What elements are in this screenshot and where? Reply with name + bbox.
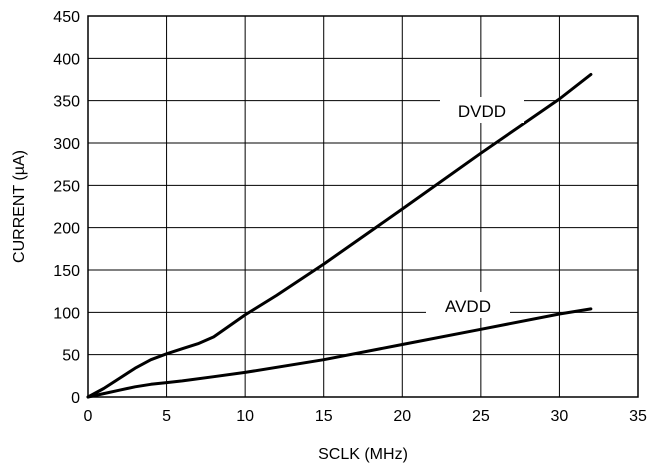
series-line-dvdd [86, 72, 593, 399]
x-tick-label-7: 35 [629, 408, 647, 425]
y-tick-label-1: 50 [62, 348, 80, 365]
x-axis-title: SCLK (MHz) [318, 446, 408, 463]
series-label-bg-dvdd [440, 97, 524, 123]
series-label-avdd: AVDD [445, 297, 491, 316]
x-tick-label-5: 25 [472, 408, 490, 425]
y-tick-label-7: 350 [53, 94, 80, 111]
y-tick-label-9: 450 [53, 9, 80, 26]
x-tick-label-0: 0 [84, 408, 93, 425]
x-tick-label-3: 15 [315, 408, 333, 425]
x-tick-label-2: 10 [236, 408, 254, 425]
series-labels: DVDD AVDD [426, 97, 524, 318]
grid [87, 15, 639, 398]
series-lines [86, 72, 593, 399]
y-tick-label-5: 250 [53, 178, 80, 195]
x-tick-label-6: 30 [551, 408, 569, 425]
x-tick-labels: 0 5 10 15 20 25 30 35 [84, 408, 647, 425]
y-tick-label-8: 400 [53, 51, 80, 68]
y-tick-labels: 0 50 100 150 200 250 300 350 400 450 [53, 9, 80, 407]
y-axis-title: CURRENT (µA) [11, 150, 28, 263]
series-line-avdd [86, 307, 593, 399]
series-label-bg-avdd [426, 292, 510, 318]
y-tick-label-0: 0 [71, 390, 80, 407]
series-label-dvdd: DVDD [458, 102, 506, 121]
x-tick-label-4: 20 [393, 408, 411, 425]
y-tick-label-4: 200 [53, 221, 80, 238]
x-tick-label-1: 5 [162, 408, 171, 425]
y-tick-label-3: 150 [53, 263, 80, 280]
y-tick-label-2: 100 [53, 305, 80, 322]
y-tick-label-6: 300 [53, 136, 80, 153]
plot-frame [87, 15, 639, 398]
